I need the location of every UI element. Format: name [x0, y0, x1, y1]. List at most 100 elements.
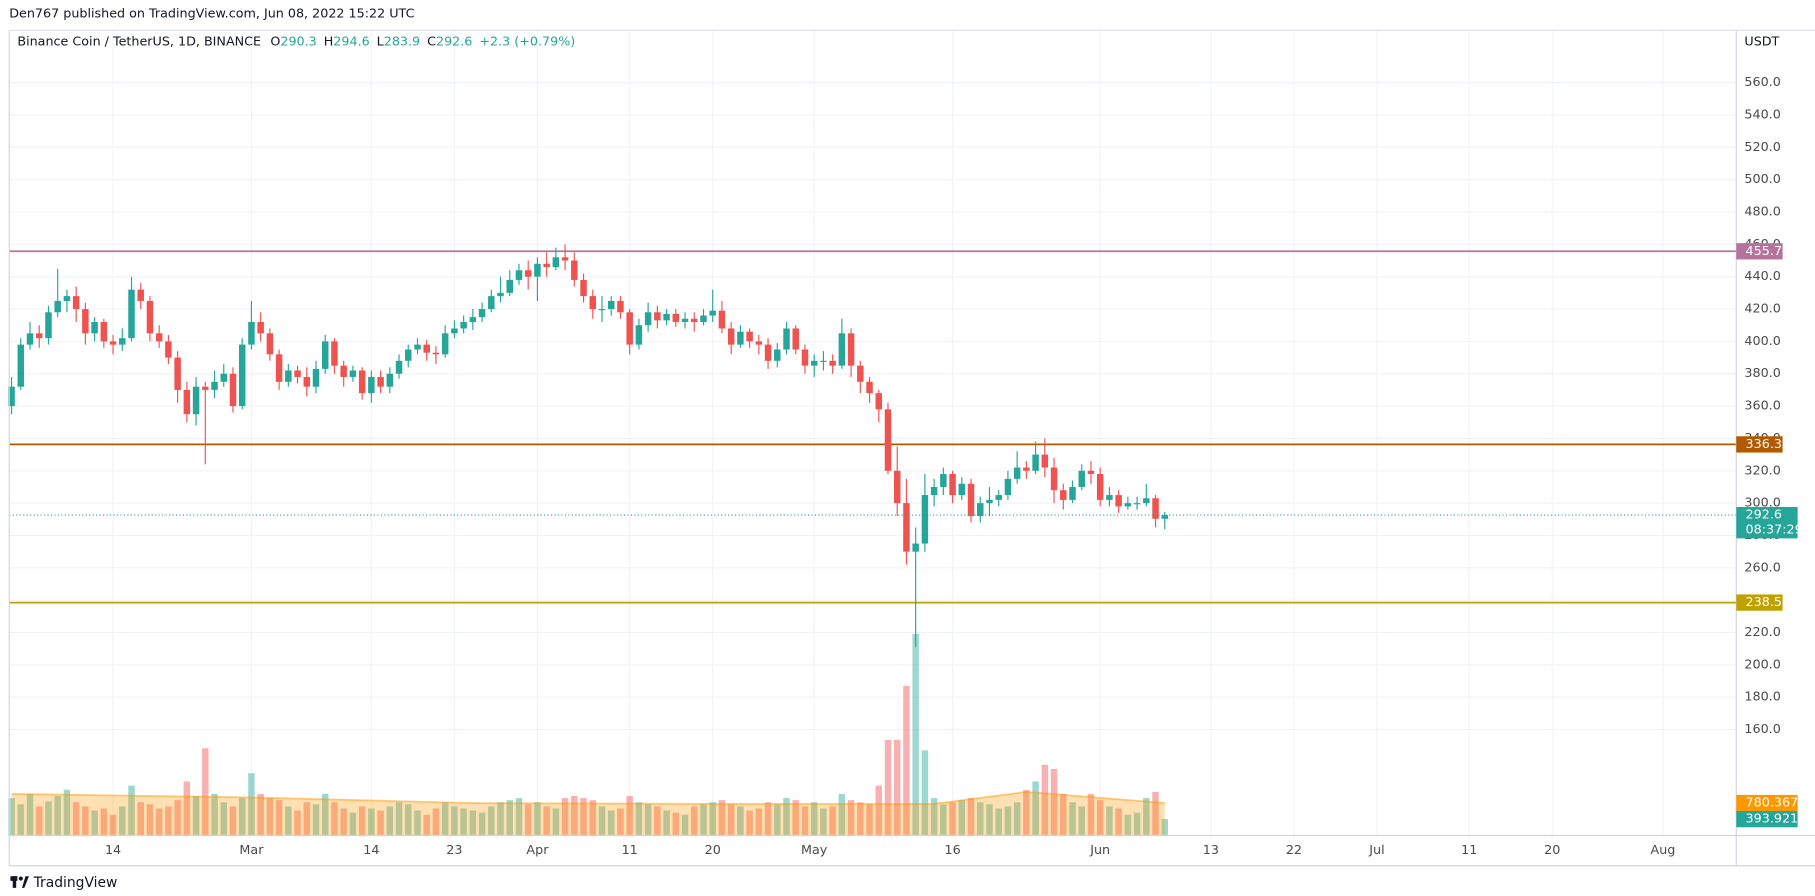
- volume-bar: [303, 802, 311, 836]
- candle-body: [294, 370, 301, 377]
- volume-bar: [414, 810, 421, 836]
- candle-body: [312, 368, 320, 387]
- volume-bar: [1004, 806, 1012, 836]
- volume-bar: [783, 798, 790, 836]
- volume-bar: [829, 806, 836, 836]
- ohlc-label: C: [427, 34, 436, 49]
- x-tick-label: 14: [105, 843, 121, 858]
- volume-bar: [967, 798, 975, 836]
- volume-bar: [543, 806, 550, 836]
- candle-body: [432, 352, 440, 355]
- candle-body: [82, 309, 89, 334]
- y-tick-label: 300.0: [1744, 496, 1780, 511]
- candle-body: [469, 317, 477, 322]
- volume-bar: [63, 789, 71, 836]
- x-tick-label: Apr: [526, 843, 549, 858]
- volume-bar: [977, 802, 984, 836]
- volume-bar: [921, 750, 929, 836]
- volume-bar: [1124, 814, 1132, 836]
- candle-body: [349, 370, 357, 377]
- volume-bar: [810, 802, 818, 836]
- candle-body: [774, 349, 781, 361]
- volume-bar: [321, 793, 329, 836]
- volume-bar: [857, 802, 864, 836]
- candle-body: [119, 338, 126, 345]
- candle-body: [857, 365, 864, 382]
- candle-body: [405, 349, 412, 361]
- volume-bar: [54, 796, 61, 836]
- candle-body: [128, 289, 135, 339]
- y-tick-label: 560.0: [1744, 75, 1780, 90]
- volume-bar: [441, 802, 449, 836]
- x-tick-label: May: [801, 843, 828, 858]
- level-label: 238.5: [1746, 595, 1782, 610]
- candle-body: [1078, 470, 1085, 487]
- candle-body: [192, 386, 200, 415]
- candle-body: [1096, 474, 1104, 500]
- candle-body: [1023, 467, 1030, 471]
- candle-body: [580, 279, 587, 297]
- volume-bar: [635, 802, 643, 836]
- volume-bar: [986, 804, 993, 836]
- x-tick-label: 14: [363, 843, 379, 858]
- volume-bar: [183, 781, 191, 836]
- candle-body: [91, 321, 98, 334]
- x-tick-label: 13: [1203, 843, 1219, 858]
- volume-bar: [377, 810, 384, 836]
- volume-bar: [746, 810, 753, 836]
- candle-body: [847, 333, 855, 366]
- volume-bar: [820, 808, 827, 836]
- volume-bar: [285, 806, 292, 836]
- candle-body: [903, 503, 910, 552]
- candle-body: [285, 370, 292, 382]
- candle-body: [72, 296, 80, 310]
- volume-bar: [17, 804, 25, 836]
- volume-bar: [1013, 802, 1021, 836]
- candle-body: [746, 331, 753, 342]
- current-price-label: 292.6: [1746, 508, 1782, 523]
- candle-body: [137, 289, 144, 301]
- volume-label: 393.921K: [1746, 812, 1808, 827]
- candle-body: [672, 313, 680, 322]
- candle-body: [967, 483, 975, 517]
- candle-body: [1004, 478, 1012, 496]
- volume-ma-label-box: [1736, 794, 1798, 812]
- legend: Binance Coin / TetherUS, 1D, BINANCE O 290…: [17, 34, 575, 49]
- volume-ma-line: [11, 790, 1165, 805]
- candle-body: [829, 360, 836, 366]
- candle-body: [571, 260, 578, 280]
- volume-bar: [248, 773, 255, 836]
- volume-bar: [386, 806, 394, 836]
- candle-body: [63, 296, 71, 301]
- candle-body: [995, 495, 1002, 500]
- volume-bar: [211, 793, 218, 836]
- candle-body: [727, 328, 735, 345]
- countdown: 08:37:29: [1746, 523, 1803, 538]
- y-tick-label: 160.0: [1744, 722, 1780, 737]
- candle-body: [54, 300, 61, 313]
- x-tick-label: 23: [446, 843, 462, 858]
- candle-body: [220, 373, 227, 382]
- candle-body: [783, 328, 790, 350]
- candle-body: [737, 331, 744, 345]
- candle-body: [358, 370, 366, 394]
- y-tick-label: 520.0: [1744, 140, 1780, 155]
- y-tick-label: 480.0: [1744, 204, 1780, 219]
- candle-body: [248, 321, 255, 345]
- candle-body: [700, 315, 707, 322]
- volume-bar: [45, 801, 52, 836]
- candle-body: [552, 257, 560, 267]
- candle-body: [275, 354, 283, 382]
- ohlc-value: 294.6: [333, 34, 369, 49]
- candle-body: [644, 312, 652, 326]
- volume-bar: [478, 812, 486, 836]
- volume-bar: [395, 802, 403, 836]
- volume-bar: [26, 793, 34, 836]
- volume-bar: [229, 806, 237, 836]
- candle-body: [949, 474, 956, 496]
- candle-body: [331, 341, 338, 366]
- level-label-box: [1736, 594, 1783, 611]
- volume-bar: [1087, 793, 1095, 836]
- volume-bar: [940, 804, 947, 836]
- volume-bar: [146, 804, 154, 836]
